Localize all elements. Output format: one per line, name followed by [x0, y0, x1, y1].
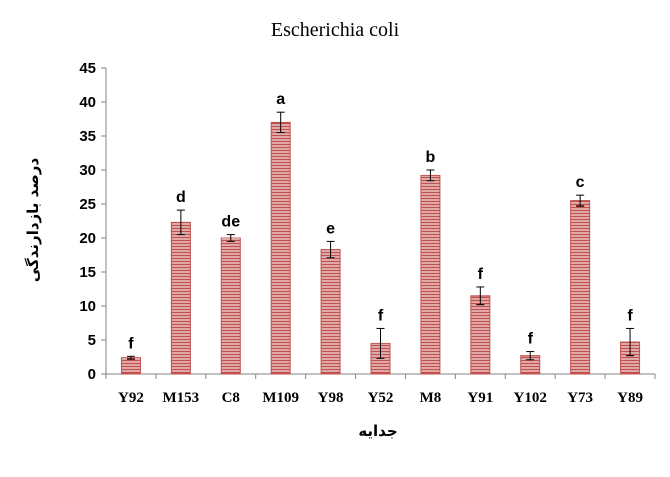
bar-y98[interactable]	[320, 249, 341, 375]
bar-c8[interactable]	[220, 237, 241, 375]
x-tick-label: Y52	[368, 390, 394, 406]
significance-letter: b	[426, 149, 436, 166]
y-tick-label: 10	[79, 298, 96, 315]
x-tick-label: M8	[420, 390, 442, 406]
y-tick-label: 15	[79, 264, 96, 281]
bar-m109[interactable]	[270, 121, 291, 375]
error-bar-m109	[276, 111, 285, 134]
bar-y92[interactable]	[120, 357, 141, 375]
error-bar-c8	[226, 234, 235, 242]
y-tick-label: 35	[79, 128, 96, 145]
y-tick-label: 0	[88, 366, 96, 383]
significance-letter: de	[221, 214, 240, 231]
error-bar-y92	[126, 355, 135, 360]
x-tick-label: Y102	[514, 390, 547, 406]
y-axis-label: درصد بازدارندگی	[24, 158, 42, 283]
significance-letter: c	[576, 174, 585, 191]
significance-letter: f	[128, 335, 134, 352]
significance-letter: f	[478, 266, 484, 283]
error-bar-y98	[326, 240, 335, 259]
x-tick-label: Y98	[318, 390, 344, 406]
error-bar-y52	[376, 327, 385, 359]
bar-m153[interactable]	[170, 221, 191, 375]
y-tick-label: 5	[88, 332, 96, 349]
error-bar-m8	[426, 169, 435, 182]
bar-y91[interactable]	[470, 295, 491, 375]
x-tick-label: Y91	[467, 390, 493, 406]
x-axis-label: جدایه	[358, 422, 397, 440]
y-tick-label: 25	[79, 196, 96, 213]
significance-letter: f	[378, 307, 384, 324]
error-bar-y89	[626, 327, 635, 357]
significance-letter: e	[326, 220, 335, 237]
error-bar-m153	[176, 209, 185, 236]
x-tick-label: Y89	[617, 390, 643, 406]
x-tick-label: Y92	[118, 390, 144, 406]
x-tick-label: Y73	[567, 390, 593, 406]
x-tick-label: M153	[163, 390, 200, 406]
x-tick-label: M109	[262, 390, 299, 406]
y-tick-label: 30	[79, 162, 96, 179]
significance-letter: a	[276, 91, 285, 108]
x-tick-label: C8	[222, 390, 240, 406]
significance-letter: f	[627, 307, 633, 324]
bar-m8[interactable]	[420, 174, 441, 375]
significance-letter: f	[528, 331, 534, 348]
y-tick-label: 20	[79, 230, 96, 247]
error-bar-y91	[476, 286, 485, 306]
y-tick-label: 40	[79, 94, 96, 111]
error-bar-y73	[576, 194, 585, 207]
error-bar-y102	[526, 351, 535, 361]
bar-y73[interactable]	[570, 200, 591, 375]
y-tick-label: 45	[79, 60, 96, 77]
significance-letter: d	[176, 189, 186, 206]
chart-title: Escherichia coli	[271, 19, 400, 41]
